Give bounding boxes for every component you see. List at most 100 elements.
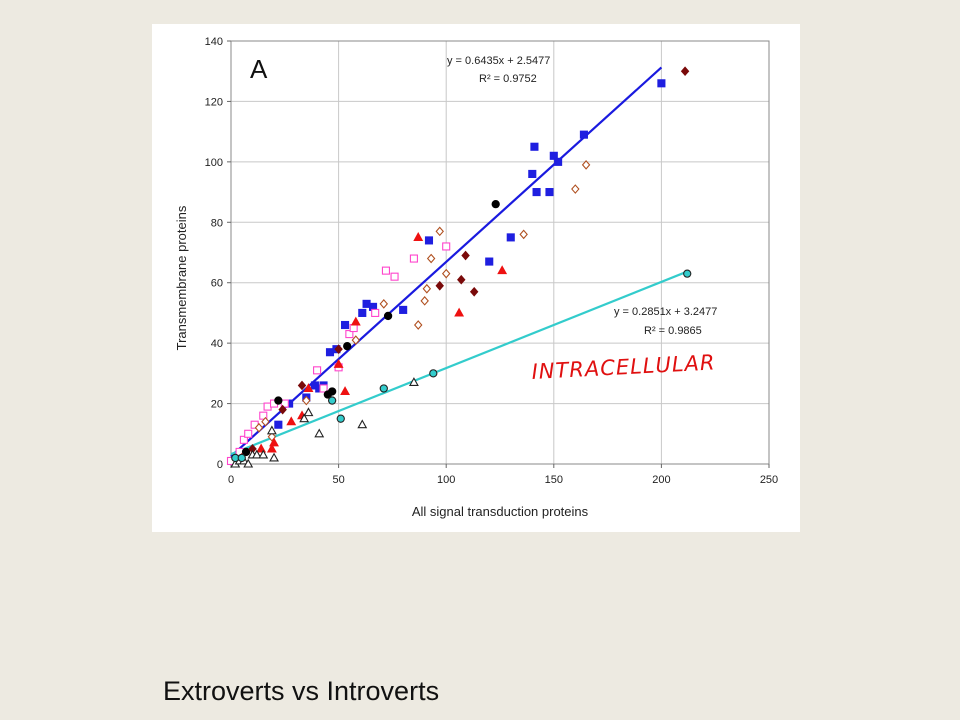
bottom-fit-r2: R² = 0.9865 bbox=[644, 325, 702, 337]
data-point-square-open bbox=[259, 411, 268, 420]
figure-panel: 0 50 100 150 200 250 0 20 40 60 80 100 120 140 All s… bbox=[152, 24, 800, 532]
data-point-triangle bbox=[497, 265, 508, 275]
data-point-triangle bbox=[333, 358, 344, 368]
data-point-diamond-open bbox=[581, 160, 591, 170]
data-point-square bbox=[554, 157, 563, 166]
data-point-square bbox=[399, 305, 408, 314]
data-point-square bbox=[506, 233, 515, 242]
x-tick-label: 0 bbox=[228, 474, 234, 486]
data-point-circle-open bbox=[683, 269, 692, 278]
data-point-circle bbox=[327, 387, 337, 396]
data-point-diamond bbox=[457, 274, 466, 285]
data-point-diamond-open bbox=[379, 299, 389, 309]
data-point-diamond-open bbox=[519, 229, 528, 240]
data-point-square bbox=[424, 236, 434, 245]
data-point-square-open bbox=[409, 254, 418, 263]
x-tick-label: 50 bbox=[332, 474, 344, 486]
panel-label: A bbox=[250, 54, 268, 84]
y-tick-label: 140 bbox=[205, 36, 223, 48]
y-tick-label: 20 bbox=[211, 399, 223, 411]
data-point-diamond-open bbox=[435, 226, 444, 237]
data-point-square-open bbox=[345, 330, 354, 339]
y-tick-label: 60 bbox=[211, 278, 223, 290]
data-point-square-open bbox=[280, 399, 289, 408]
data-point-triangle bbox=[413, 232, 424, 241]
data-point-triangle bbox=[303, 383, 314, 393]
top-fit-r2: R² = 0.9752 bbox=[479, 73, 537, 85]
data-point-triangle-open bbox=[314, 428, 325, 438]
data-point-diamond bbox=[334, 344, 343, 355]
data-point-diamond bbox=[278, 404, 287, 415]
data-point-triangle-open bbox=[303, 407, 314, 417]
data-point-square bbox=[274, 420, 283, 429]
data-point-square bbox=[549, 151, 558, 160]
y-tick-label: 100 bbox=[205, 157, 223, 169]
x-tick-labels: 0 50 100 150 200 250 bbox=[228, 464, 778, 486]
data-point-diamond-open bbox=[254, 422, 264, 433]
data-point-circle bbox=[274, 396, 283, 405]
data-point-diamond bbox=[461, 250, 470, 261]
x-tick-label: 200 bbox=[652, 474, 670, 486]
data-point-square-open bbox=[349, 323, 358, 333]
data-point-triangle bbox=[454, 307, 465, 317]
y-tick-labels: 0 20 40 60 80 100 120 140 bbox=[205, 36, 231, 471]
data-point-triangle-open bbox=[251, 449, 262, 459]
y-tick-label: 0 bbox=[217, 459, 223, 471]
data-point-square bbox=[545, 188, 554, 197]
x-tick-label: 100 bbox=[437, 474, 455, 486]
data-point-square bbox=[532, 188, 541, 197]
data-point-diamond-open bbox=[426, 253, 436, 264]
data-point-square bbox=[341, 320, 350, 330]
slide-caption: Extroverts vs Introverts bbox=[163, 676, 440, 706]
data-point-triangle-open bbox=[357, 419, 368, 429]
grid-lines bbox=[230, 40, 770, 465]
data-point-circle-open bbox=[429, 369, 438, 378]
data-point-square bbox=[579, 130, 588, 139]
data-point-square bbox=[530, 142, 539, 151]
data-point-square bbox=[485, 257, 494, 266]
data-point-circle-open bbox=[336, 414, 345, 423]
data-point-square-open bbox=[381, 266, 390, 275]
x-tick-label: 150 bbox=[545, 474, 563, 486]
data-point-diamond bbox=[297, 380, 307, 391]
scatter-chart: 0 50 100 150 200 250 0 20 40 60 80 100 120 140 All s… bbox=[174, 36, 778, 519]
data-point-triangle bbox=[266, 443, 277, 453]
bottom-fit-equation: y = 0.2851x + 3.2477 bbox=[614, 306, 717, 318]
data-point-circle-open bbox=[379, 384, 388, 393]
data-point-triangle-open bbox=[243, 458, 254, 468]
data-point-circle bbox=[241, 447, 251, 457]
y-tick-label: 120 bbox=[205, 96, 223, 108]
data-point-triangle-open bbox=[266, 425, 277, 435]
data-point-square-open bbox=[442, 242, 451, 251]
data-point-square bbox=[358, 308, 367, 317]
data-point-triangle bbox=[269, 437, 279, 447]
data-point-triangle-open bbox=[258, 449, 269, 459]
trendline bbox=[230, 270, 688, 456]
y-tick-label: 40 bbox=[211, 338, 223, 350]
data-points bbox=[226, 66, 692, 468]
data-point-diamond-open bbox=[413, 320, 423, 330]
plot-frame bbox=[230, 40, 770, 465]
data-point-diamond-open bbox=[302, 395, 311, 406]
data-point-square-open bbox=[313, 366, 322, 375]
data-point-square bbox=[657, 79, 666, 88]
data-point-diamond bbox=[469, 286, 479, 297]
data-point-diamond bbox=[680, 66, 690, 77]
data-point-triangle-open bbox=[299, 413, 310, 423]
data-point-circle bbox=[491, 200, 500, 209]
top-fit-equation: y = 0.6435x + 2.5477 bbox=[447, 55, 550, 67]
x-axis-title: All signal transduction proteins bbox=[412, 504, 589, 519]
data-point-diamond bbox=[435, 280, 444, 291]
data-point-diamond-open bbox=[571, 184, 580, 194]
x-tick-label: 250 bbox=[760, 474, 778, 486]
data-point-circle-open bbox=[237, 453, 246, 463]
data-point-diamond-open bbox=[422, 283, 432, 294]
data-point-square-open bbox=[371, 308, 380, 317]
data-point-circle bbox=[383, 311, 393, 321]
trendlines bbox=[230, 66, 688, 458]
handwritten-annotation: INTRACELLULAR bbox=[531, 350, 716, 384]
data-point-circle bbox=[343, 342, 352, 351]
data-point-diamond-open bbox=[420, 296, 429, 306]
data-point-square bbox=[528, 169, 537, 178]
y-axis-title: Transmembrane proteins bbox=[174, 205, 189, 350]
